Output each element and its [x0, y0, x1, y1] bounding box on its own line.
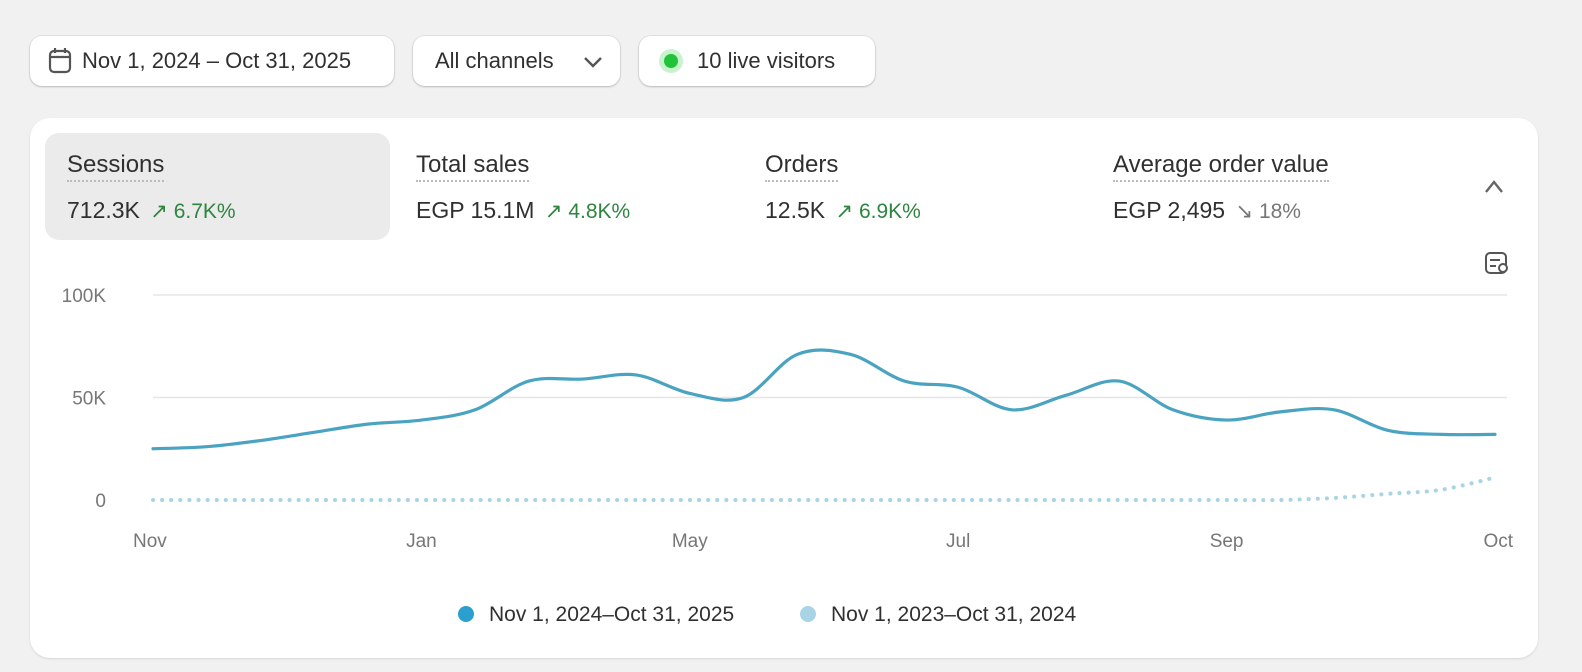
metric-value: EGP 2,495: [1113, 197, 1226, 223]
metric-change: 6.7K%: [173, 200, 236, 223]
date-picker[interactable]: Nov 1, 2024 – Oct 31, 2025: [30, 36, 394, 86]
series-line: [151, 475, 1497, 503]
report-icon: [1485, 252, 1508, 274]
series-line: [151, 348, 1497, 451]
calendar-icon: [48, 48, 72, 74]
x-tick-label: Sep: [1210, 531, 1244, 552]
x-tick-label: Jul: [946, 531, 970, 552]
metric-tile[interactable]: Average order value EGP 2,495 ↘ 18%: [1113, 151, 1329, 223]
metric-change: 6.9K%: [858, 200, 921, 223]
y-tick-label: 100K: [62, 286, 107, 307]
metric-change: 4.8K%: [568, 200, 631, 223]
channels: All channels: [435, 48, 554, 73]
metric-tile[interactable]: Sessions 712.3K ↗ 6.7K%: [45, 133, 390, 240]
metric-change: 18%: [1258, 200, 1301, 223]
y-tick-label: 0: [95, 491, 106, 512]
y-tick-label: 50K: [72, 389, 106, 410]
x-tick-label: Jan: [406, 531, 437, 552]
legend-label: Nov 1, 2024–Oct 31, 2025: [489, 603, 734, 626]
legend-marker: [458, 606, 474, 622]
metric-value: 712.3K: [67, 197, 140, 223]
live-visitors[interactable]: 10 live visitors: [639, 36, 875, 86]
x-tick-label: May: [672, 531, 708, 552]
legend-label: Nov 1, 2023–Oct 31, 2024: [831, 603, 1076, 626]
date-range: Nov 1, 2024 – Oct 31, 2025: [82, 48, 352, 73]
metric-value: EGP 15.1M: [416, 197, 535, 223]
metric-label: Orders: [765, 151, 839, 182]
metric-tile[interactable]: Orders 12.5K ↗ 6.9K%: [765, 151, 921, 223]
chevron-down: [584, 57, 602, 68]
collapse-icon: [1485, 180, 1503, 193]
legend-marker: [800, 606, 816, 622]
metric-value: 12.5K: [765, 197, 826, 223]
live-count: 10 live visitors: [697, 48, 836, 73]
x-tick-label: Nov: [133, 531, 167, 552]
metric-label: Sessions: [67, 151, 165, 182]
metric-tile[interactable]: Total sales EGP 15.1M ↗ 4.8K%: [416, 151, 631, 223]
metric-label: Average order value: [1113, 151, 1329, 182]
live-dot: [659, 49, 683, 73]
metric-label: Total sales: [416, 151, 530, 182]
x-tick-label: Oct: [1483, 531, 1513, 552]
channel-select[interactable]: All channels: [413, 36, 620, 86]
